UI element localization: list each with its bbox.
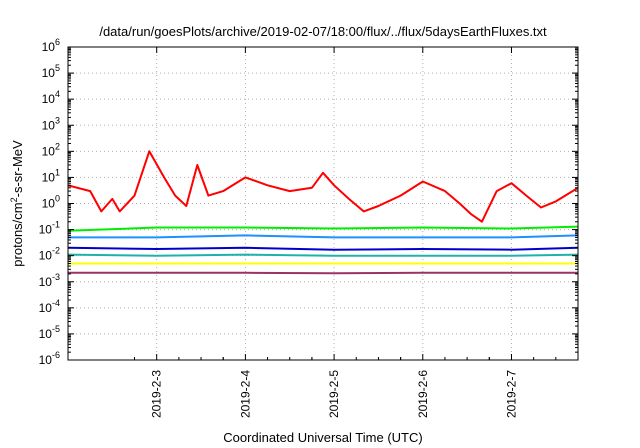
chart-title: /data/run/goesPlots/archive/2019-02-07/1… <box>99 24 547 39</box>
y-tick-exponent: 3 <box>55 115 60 125</box>
grid <box>68 47 578 360</box>
y-tick-exponent: 1 <box>55 167 60 177</box>
y-tick-label: 10-1 <box>39 220 60 237</box>
y-tick-base: 10 <box>39 327 53 341</box>
y-axis-label-rest: -s-sr-MeV <box>10 140 25 197</box>
y-tick-exponent: 2 <box>55 141 60 151</box>
y-tick-label: 10-2 <box>39 246 60 263</box>
y-tick-base: 10 <box>42 66 56 80</box>
x-tick-label: 2019-2-7 <box>504 370 518 418</box>
x-tick-label: 2019-2-6 <box>416 370 430 418</box>
x-axis-label: Coordinated Universal Time (UTC) <box>223 430 422 445</box>
y-tick-base: 10 <box>42 197 56 211</box>
y-tick-label: 104 <box>42 89 60 106</box>
y-axis-label-sup: 2 <box>9 197 19 202</box>
x-axis: 2019-2-3 2019-2-4 2019-2-5 2019-2-6 2019-2-7 <box>134 47 557 418</box>
series-line-3 <box>68 246 578 251</box>
y-axis-label: protons/cm2-s-sr-MeV <box>9 140 25 267</box>
y-axis-label-main: protons/cm <box>10 202 25 266</box>
y-tick-base: 10 <box>39 301 53 315</box>
series-line-4 <box>68 253 578 257</box>
series-line-0 <box>68 150 578 223</box>
x-tick-label: 2019-2-4 <box>238 370 252 418</box>
y-tick-base: 10 <box>42 118 56 132</box>
y-tick-base: 10 <box>42 92 56 106</box>
y-tick-label: 10-3 <box>39 272 60 289</box>
series-line-2 <box>68 234 578 239</box>
y-tick-base: 10 <box>39 223 53 237</box>
y-tick-label: 103 <box>42 115 60 132</box>
y-tick-exponent: 5 <box>55 63 60 73</box>
y-tick-label: 101 <box>42 167 60 184</box>
y-tick-label: 10-4 <box>39 298 60 315</box>
y-tick-base: 10 <box>42 40 56 54</box>
y-tick-label: 102 <box>42 141 60 158</box>
y-tick-exponent: 4 <box>55 89 60 99</box>
series-line-6 <box>68 271 578 275</box>
y-axis: 10-610-510-410-310-210-11001011021031041… <box>39 37 578 367</box>
y-tick-label: 106 <box>42 37 60 54</box>
x-tick-label: 2019-2-5 <box>327 370 341 418</box>
y-tick-exponent: -5 <box>52 324 60 334</box>
y-tick-base: 10 <box>39 353 53 367</box>
x-tick-label: 2019-2-3 <box>150 370 164 418</box>
y-tick-exponent: 6 <box>55 37 60 47</box>
plot-series <box>68 150 578 275</box>
y-tick-exponent: -2 <box>52 246 60 256</box>
y-tick-label: 105 <box>42 63 60 80</box>
series-line-1 <box>68 225 578 232</box>
y-tick-exponent: -4 <box>52 298 60 308</box>
y-tick-base: 10 <box>39 249 53 263</box>
y-tick-base: 10 <box>42 144 56 158</box>
y-tick-base: 10 <box>42 170 56 184</box>
y-tick-label: 10-5 <box>39 324 60 341</box>
y-tick-base: 10 <box>39 275 53 289</box>
y-tick-exponent: -6 <box>52 350 60 360</box>
y-tick-exponent: 0 <box>55 194 60 204</box>
y-tick-exponent: -3 <box>52 272 60 282</box>
y-tick-label: 10-6 <box>39 350 60 367</box>
y-tick-exponent: -1 <box>52 220 60 230</box>
y-tick-label: 100 <box>42 194 60 211</box>
